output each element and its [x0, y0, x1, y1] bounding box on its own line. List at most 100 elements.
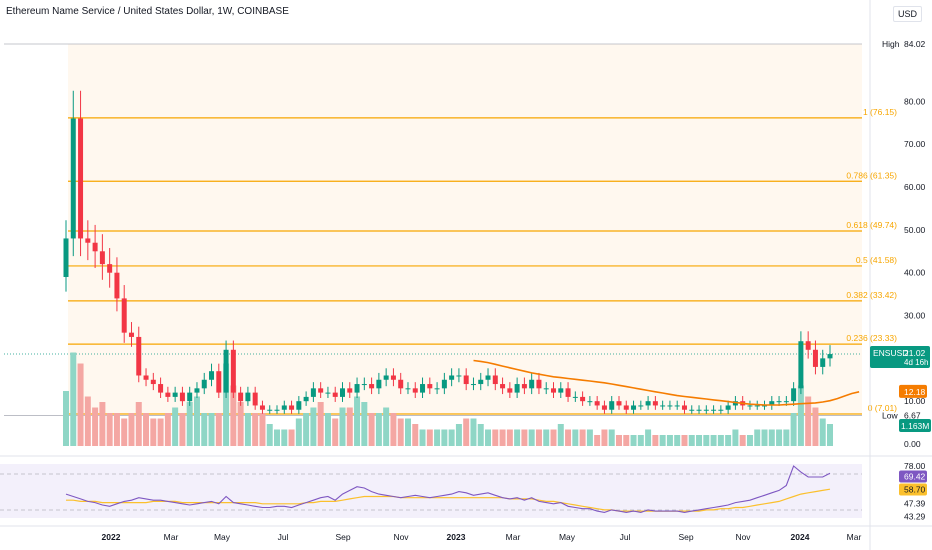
candle-body: [354, 384, 360, 393]
candle-body: [223, 349, 229, 393]
time-tick-label: Jul: [620, 532, 631, 542]
candle-body: [631, 405, 637, 410]
currency-button[interactable]: USD: [892, 6, 922, 22]
volume-bar: [528, 429, 535, 446]
last-price-value: 21.02: [904, 348, 926, 358]
moving-average-line: [473, 359, 860, 406]
time-tick-label: May: [214, 532, 231, 542]
volume-bar: [535, 429, 542, 446]
candle-body: [703, 409, 709, 411]
candle-body: [99, 251, 105, 265]
volume-bar: [579, 429, 586, 446]
candle-body: [194, 388, 200, 393]
volume-bar: [230, 385, 237, 446]
candle-body: [769, 401, 775, 406]
candle-body: [383, 375, 389, 380]
price-tick-label: 10.00: [904, 396, 926, 406]
rsi-tick-label: 43.29: [904, 511, 926, 521]
volume-bar: [776, 429, 783, 446]
volume-bar: [688, 435, 695, 446]
candle-body: [827, 354, 833, 359]
volume-bar: [150, 418, 157, 446]
volume-bar: [659, 435, 666, 446]
candle-body: [500, 384, 506, 389]
fib-label: 0 (7.01): [868, 403, 897, 413]
volume-bar: [572, 429, 579, 446]
volume-bar: [637, 435, 644, 446]
volume-bar: [696, 435, 703, 446]
time-tick-label: Sep: [678, 532, 693, 542]
candle-body: [230, 349, 236, 393]
volume-bar: [310, 407, 317, 446]
candle-body: [660, 405, 666, 407]
time-tick-label: Nov: [393, 532, 409, 542]
price-tick-label: 50.00: [904, 225, 926, 235]
candle-body: [820, 358, 826, 367]
volume-bar: [361, 402, 368, 446]
volume-bar: [761, 429, 768, 446]
volume-bar: [645, 429, 652, 446]
volume-bar: [805, 396, 812, 446]
fib-label: 0.382 (33.42): [846, 290, 897, 300]
volume-bar: [201, 413, 208, 446]
fib-label: 1 (76.15): [863, 107, 897, 117]
volume-bar: [499, 429, 506, 446]
ma-value-box: [899, 384, 927, 398]
volume-bar: [441, 429, 448, 446]
volume-bar: [332, 418, 339, 446]
volume-bar: [455, 424, 462, 446]
fib-background: [68, 44, 862, 414]
candle-body: [310, 388, 316, 397]
candle-body: [303, 396, 309, 402]
rsi-value-box: [899, 483, 927, 496]
volume-bar: [266, 424, 273, 446]
candle-body: [521, 384, 527, 389]
volume-bar: [223, 363, 230, 446]
candle-body: [107, 264, 113, 273]
volume-bar: [368, 413, 375, 446]
volume-bar: [557, 424, 564, 446]
candle-body: [747, 405, 753, 407]
candle-body: [114, 272, 120, 299]
candle-body: [281, 405, 287, 410]
low-value: 6.67: [904, 410, 921, 420]
volume-bar: [594, 435, 601, 446]
candle-body: [187, 392, 193, 402]
price-tick-label: 30.00: [904, 311, 926, 321]
volume-bar: [797, 385, 804, 446]
volume-bar: [710, 435, 717, 446]
candle-body: [689, 409, 695, 411]
volume-bar: [397, 418, 404, 446]
candle-body: [594, 401, 600, 406]
volume-bar: [717, 435, 724, 446]
ma-value-label: 12.18: [904, 387, 926, 397]
candle-body: [361, 384, 367, 386]
volume-bar: [674, 435, 681, 446]
candle-body: [572, 396, 578, 398]
volume-bar: [77, 363, 84, 446]
candle-body: [470, 384, 476, 386]
candle-body: [179, 392, 185, 402]
volume-bar: [746, 435, 753, 446]
rsi-signal-line: [66, 488, 831, 512]
candle-body: [543, 388, 549, 390]
candle-body: [332, 392, 338, 397]
candle-body: [616, 401, 622, 406]
time-tick-label: Mar: [164, 532, 179, 542]
volume-bar: [135, 402, 142, 446]
last-price-symbol: ENSUSD: [873, 348, 908, 358]
volume-bar: [739, 435, 746, 446]
candle-body: [128, 332, 134, 337]
candle-body: [492, 375, 498, 385]
candle-body: [143, 375, 149, 380]
volume-bar: [506, 429, 513, 446]
candle-body: [805, 341, 811, 350]
volume-bar: [543, 429, 550, 446]
volume-bar: [92, 407, 99, 446]
time-tick-label: Jul: [278, 532, 289, 542]
volume-bar: [412, 424, 419, 446]
candle-body: [485, 375, 491, 380]
rsi-tick-label: 78.00: [904, 461, 926, 471]
rsi-value-label: 58.70: [904, 485, 926, 495]
